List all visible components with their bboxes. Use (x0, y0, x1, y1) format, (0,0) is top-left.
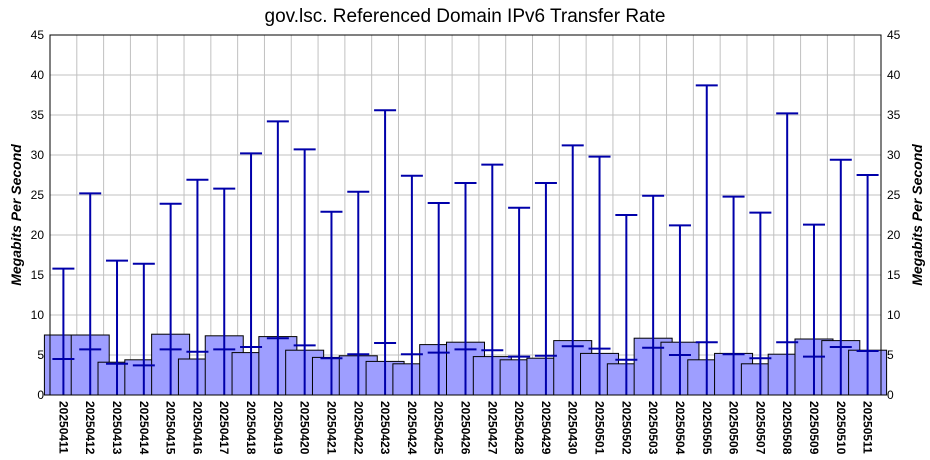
x-tick-label: 20250425 (432, 401, 446, 455)
x-tick-label: 20250504 (673, 401, 687, 455)
x-tick-label: 20250509 (807, 401, 821, 455)
y-tick-label-left: 15 (31, 268, 45, 282)
x-tick-label: 20250501 (593, 401, 607, 455)
x-tick-label: 20250417 (217, 401, 231, 455)
y-tick-label-right: 30 (887, 148, 901, 162)
y-tick-label-left: 0 (37, 388, 44, 402)
x-tick-label: 20250414 (137, 401, 151, 455)
y-axis-label-right: Megabits Per Second (909, 144, 925, 286)
chart-title: gov.lsc. Referenced Domain IPv6 Transfer… (265, 6, 666, 27)
x-tick-label: 20250422 (351, 401, 365, 455)
y-tick-label-left: 5 (37, 348, 44, 362)
y-tick-label-right: 10 (887, 308, 901, 322)
y-axis-right: 0 5 10 15 20 25 30 35 40 45 (887, 28, 901, 402)
x-tick-label: 20250510 (834, 401, 848, 455)
y-tick-label-right: 25 (887, 188, 901, 202)
x-tick-label: 20250421 (324, 401, 338, 455)
x-tick-label: 20250427 (485, 401, 499, 455)
x-tick-label: 20250415 (164, 401, 178, 455)
y-tick-label-left: 25 (31, 188, 45, 202)
x-tick-label: 20250416 (190, 401, 204, 455)
x-tick-label: 20250413 (110, 401, 124, 455)
x-tick-label: 20250430 (566, 401, 580, 455)
x-tick-label: 20250426 (459, 401, 473, 455)
y-tick-label-right: 35 (887, 108, 901, 122)
y-tick-label-right: 45 (887, 28, 901, 42)
x-tick-label: 20250505 (700, 401, 714, 455)
y-tick-label-left: 30 (31, 148, 45, 162)
x-tick-label: 20250428 (512, 401, 526, 455)
x-tick-label: 20250508 (780, 401, 794, 455)
x-tick-label: 20250424 (405, 401, 419, 455)
x-axis: 20250411 20250412 20250413 20250414 20250415… (56, 401, 874, 455)
y-tick-label-right: 20 (887, 228, 901, 242)
y-tick-label-left: 35 (31, 108, 45, 122)
x-tick-label: 20250411 (56, 401, 70, 454)
y-tick-label-left: 20 (31, 228, 45, 242)
y-tick-label-left: 45 (31, 28, 45, 42)
x-tick-label: 20250412 (83, 401, 97, 455)
whiskers (52, 84, 879, 395)
y-tick-label-right: 40 (887, 68, 901, 82)
y-tick-label-left: 10 (31, 308, 45, 322)
x-tick-label: 20250420 (298, 401, 312, 455)
y-tick-label-right: 15 (887, 268, 901, 282)
plot-area-border (49, 34, 882, 396)
x-tick-label: 20250423 (378, 401, 392, 455)
x-tick-label: 20250418 (244, 401, 258, 455)
x-tick-label: 20250511 (861, 401, 875, 454)
y-tick-label-left: 40 (31, 68, 45, 82)
x-tick-label: 20250503 (646, 401, 660, 455)
x-tick-label: 20250506 (727, 401, 741, 455)
y-axis-label-left: Megabits Per Second (8, 144, 24, 286)
x-tick-label: 20250507 (753, 401, 767, 455)
grid (49, 34, 882, 396)
y-tick-label-right: 0 (887, 388, 894, 402)
x-tick-label: 20250419 (271, 401, 285, 455)
y-tick-label-right: 5 (887, 348, 894, 362)
x-tick-label: 20250502 (619, 401, 633, 455)
x-tick-label: 20250429 (539, 401, 553, 455)
y-axis-left: 0 5 10 15 20 25 30 35 40 45 (31, 28, 45, 402)
